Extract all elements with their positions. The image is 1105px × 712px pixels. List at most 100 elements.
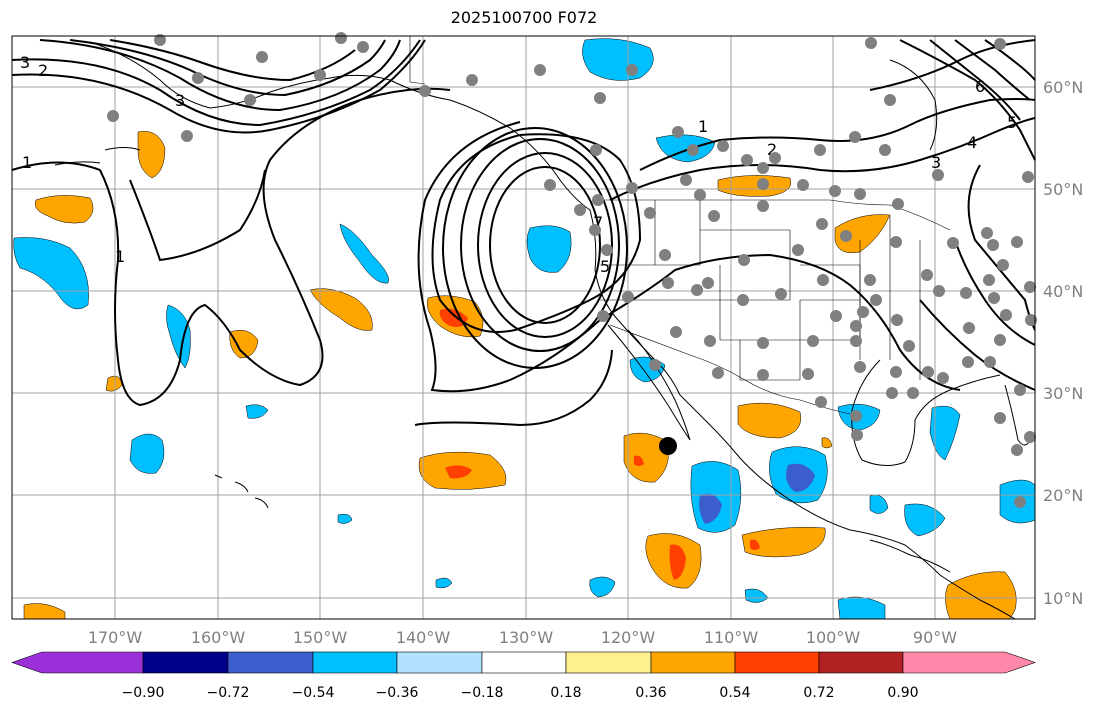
station-dot	[314, 69, 326, 81]
neg-region	[166, 304, 191, 369]
pos-core	[634, 455, 644, 466]
station-dot	[994, 412, 1006, 424]
station-dot	[997, 259, 1009, 271]
station-dot	[994, 38, 1006, 50]
contour-label: 3	[175, 91, 185, 110]
station-dot	[1011, 444, 1023, 456]
lat-label: 50°N	[1043, 180, 1083, 199]
station-dot	[933, 285, 945, 297]
station-dot	[983, 274, 995, 286]
pos-core	[445, 465, 472, 479]
station-dot	[994, 334, 1006, 346]
station-dot	[704, 335, 716, 347]
contour-label: 4	[967, 133, 977, 152]
pos-region	[23, 603, 66, 620]
pos-region	[741, 527, 826, 558]
map-title: 2025100700 F072	[450, 8, 598, 27]
pos-region	[834, 214, 891, 253]
station-dot	[757, 200, 769, 212]
station-dot	[802, 368, 814, 380]
station-dot	[850, 410, 862, 422]
station-dot	[717, 140, 729, 152]
station-dot	[1024, 431, 1036, 443]
pos-region	[35, 195, 94, 224]
pos-region	[623, 432, 669, 483]
station-dot	[857, 306, 869, 318]
station-dot	[597, 310, 609, 322]
lon-label: 110°W	[704, 628, 759, 647]
station-dot	[757, 337, 769, 349]
contour-lines	[11, 39, 1036, 427]
station-dot	[816, 218, 828, 230]
contour-label: 1	[115, 247, 125, 266]
highlight-marker	[659, 437, 677, 455]
station-dot	[817, 274, 829, 286]
borders	[409, 36, 951, 416]
station-dot	[891, 314, 903, 326]
station-dot	[884, 94, 896, 106]
station-dot	[851, 429, 863, 441]
lon-label: 120°W	[601, 628, 656, 647]
station-dots	[107, 32, 1037, 508]
station-dot	[680, 174, 692, 186]
station-dot	[840, 230, 852, 242]
station-dot	[1025, 314, 1037, 326]
station-dot	[757, 162, 769, 174]
station-dot	[932, 169, 944, 181]
pos-region	[821, 437, 833, 449]
pos-region	[945, 571, 1017, 620]
station-dot	[921, 269, 933, 281]
map-frame	[11, 35, 1036, 620]
station-dot	[181, 130, 193, 142]
neg-region	[339, 223, 389, 284]
lat-label: 40°N	[1043, 282, 1083, 301]
station-dot	[594, 92, 606, 104]
station-dot	[1022, 171, 1034, 183]
station-dot	[830, 310, 842, 322]
station-dot	[987, 239, 999, 251]
station-dot	[662, 277, 674, 289]
station-dot	[960, 287, 972, 299]
station-dot	[670, 326, 682, 338]
neg-region	[869, 495, 889, 514]
contour-label: 5	[1007, 113, 1017, 132]
station-dot	[962, 356, 974, 368]
lat-label: 10°N	[1043, 589, 1083, 608]
lon-label: 90°W	[913, 628, 957, 647]
station-dot	[622, 291, 634, 303]
station-dot	[592, 194, 604, 206]
station-dot	[1011, 236, 1023, 248]
station-dot	[886, 387, 898, 399]
station-dot	[870, 294, 882, 306]
station-dot	[890, 366, 902, 378]
contour-label: 1	[22, 153, 32, 172]
station-dot	[357, 41, 369, 53]
station-dot	[984, 356, 996, 368]
station-dot	[256, 51, 268, 63]
station-dot	[626, 64, 638, 76]
station-dot	[737, 294, 749, 306]
station-dot	[769, 152, 781, 164]
station-dot	[649, 359, 661, 371]
station-dot	[890, 236, 902, 248]
station-dot	[981, 227, 993, 239]
contour-label: 2	[767, 140, 777, 159]
station-dot	[849, 131, 861, 143]
station-dot	[644, 207, 656, 219]
neg-region	[129, 433, 165, 474]
station-dot	[1014, 384, 1026, 396]
station-dot	[244, 94, 256, 106]
contour-label: 3	[931, 153, 941, 172]
station-dot	[922, 366, 934, 378]
station-dot	[590, 144, 602, 156]
station-dot	[864, 274, 876, 286]
station-dot	[691, 284, 703, 296]
neg-core	[699, 493, 722, 524]
neg-region	[435, 577, 453, 589]
station-dot	[792, 244, 804, 256]
station-dot	[738, 254, 750, 266]
station-dot	[797, 179, 809, 191]
station-dot	[626, 182, 638, 194]
contour-label: 7	[593, 213, 603, 232]
